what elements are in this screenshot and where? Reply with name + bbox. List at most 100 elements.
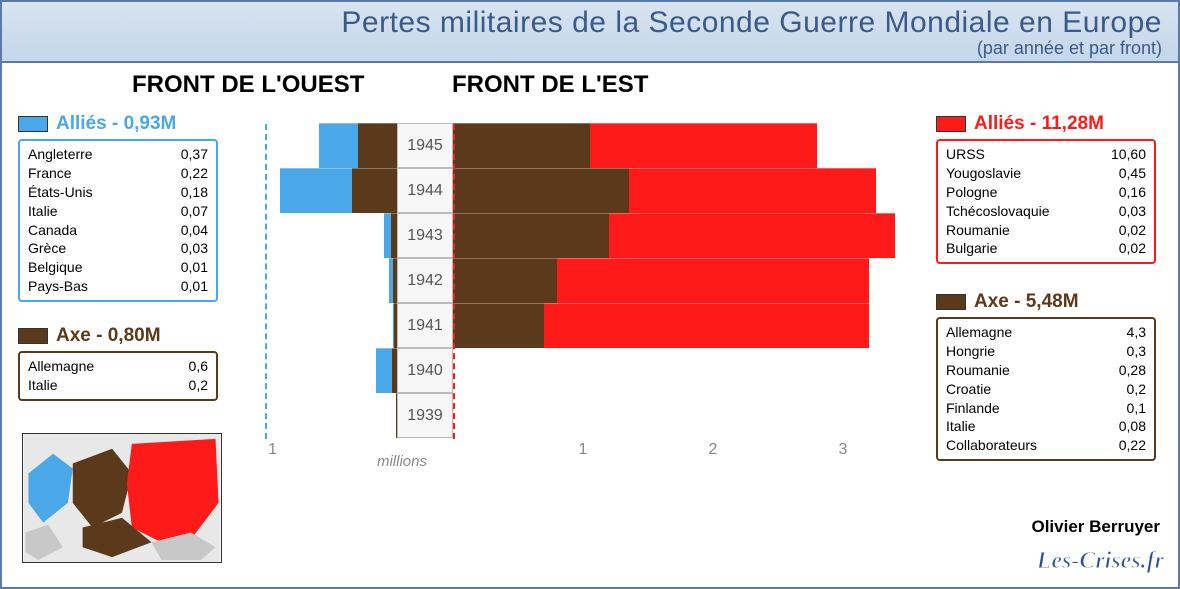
bar-segment-allies: [557, 258, 869, 303]
tick-label-east-2: 2: [709, 441, 718, 459]
legend-east-axis-box: Allemagne4,3Hongrie0,3Roumanie0,28Croati…: [936, 317, 1156, 461]
bar-segment-axis: [453, 303, 544, 348]
legend-entry: États-Unis0,18: [28, 183, 208, 202]
content-area: FRONT DE L'OUEST FRONT DE L'EST Alliés -…: [2, 63, 1178, 583]
legend-entry: Bulgarie0,02: [946, 239, 1146, 258]
legend-east-axis-title-text: Axe - 5,48M: [974, 291, 1079, 313]
legend-entry: Croatie0,2: [946, 380, 1146, 399]
legend-entry: Belgique0,01: [28, 258, 208, 277]
bar-segment-axis: [453, 123, 590, 168]
main-title: Pertes militaires de la Seconde Guerre M…: [18, 6, 1162, 40]
legend-east-axis-title: Axe - 5,48M: [936, 291, 1156, 313]
legend-west-axis: Axe - 0,80M Allemagne0,6Italie0,2: [18, 325, 218, 401]
bar-row: [280, 393, 397, 438]
legend-entry: Pologne0,16: [946, 183, 1146, 202]
bar-row: [453, 303, 895, 348]
legend-east-axis: Axe - 5,48M Allemagne4,3Hongrie0,3Rouman…: [936, 291, 1156, 461]
legend-west-allies-title: Alliés - 0,93M: [18, 113, 218, 135]
bar-row: [280, 348, 397, 393]
swatch-axis-west: [18, 328, 48, 344]
year-label: 1945: [397, 123, 453, 168]
bar-row: [453, 348, 895, 393]
legend-west-allies-title-text: Alliés - 0,93M: [56, 113, 176, 135]
legend-east-allies-box: URSS10,60Yougoslavie0,45Pologne0,16Tchéc…: [936, 139, 1156, 264]
legend-east-allies-title-text: Alliés - 11,28M: [974, 113, 1104, 135]
site-logo: Les-Crises.fr: [1037, 548, 1164, 575]
bar-segment-axis: [393, 258, 397, 303]
bar-row: [453, 213, 895, 258]
legend-entry: Pays-Bas0,01: [28, 277, 208, 296]
bar-row: [280, 303, 397, 348]
bar-segment-allies: [376, 348, 392, 393]
year-label: 1942: [397, 258, 453, 303]
bar-segment-allies: [590, 123, 818, 168]
tick-label-west-1: 1: [268, 441, 277, 459]
legend-west-axis-title-text: Axe - 0,80M: [56, 325, 161, 347]
bars-west: [280, 123, 397, 438]
swatch-allies-east: [936, 116, 966, 132]
legend-entry: Allemagne0,6: [28, 357, 208, 376]
bar-segment-axis: [352, 168, 398, 213]
axis-west: 1 millions: [247, 439, 397, 479]
legend-entry: Italie0,2: [28, 376, 208, 395]
legend-entry: Roumanie0,28: [946, 361, 1146, 380]
bar-segment-axis: [392, 348, 397, 393]
legend-entry: Tchécoslovaquie0,03: [946, 202, 1146, 221]
bar-segment-axis: [453, 168, 629, 213]
bar-segment-allies: [629, 168, 876, 213]
swatch-axis-east: [936, 294, 966, 310]
legend-entry: Italie0,07: [28, 202, 208, 221]
year-label: 1941: [397, 303, 453, 348]
bar-segment-allies: [280, 168, 352, 213]
legend-east-allies: Alliés - 11,28M URSS10,60Yougoslavie0,45…: [936, 113, 1156, 264]
tick-label-east-1: 1: [579, 441, 588, 459]
bar-segment-axis: [391, 213, 398, 258]
legend-entry: URSS10,60: [946, 145, 1146, 164]
axis-unit-label: millions: [377, 453, 427, 470]
bar-segment-allies: [609, 213, 895, 258]
tick-east-0: [453, 124, 455, 439]
author-credit: Olivier Berruyer: [1031, 517, 1160, 537]
header: Pertes militaires de la Seconde Guerre M…: [2, 2, 1178, 63]
tick-west-1: [265, 124, 267, 439]
swatch-allies-west: [18, 116, 48, 132]
legend-entry: Italie0,08: [946, 417, 1146, 436]
year-label: 1943: [397, 213, 453, 258]
bar-row: [280, 168, 397, 213]
legend-west-axis-title: Axe - 0,80M: [18, 325, 218, 347]
diverging-bar-chart: 1945194419431942194119401939 1 millions …: [292, 123, 892, 543]
legend-entry: Hongrie0,3: [946, 342, 1146, 361]
east-front-heading: FRONT DE L'EST: [452, 71, 648, 99]
bar-segment-axis: [358, 123, 397, 168]
legend-entry: Allemagne4,3: [946, 323, 1146, 342]
tick-label-east-3: 3: [839, 441, 848, 459]
legend-entry: Collaborateurs0,22: [946, 436, 1146, 455]
legend-entry: Angleterre0,37: [28, 145, 208, 164]
bar-row: [453, 393, 895, 438]
legend-entry: Canada0,04: [28, 221, 208, 240]
bar-row: [280, 258, 397, 303]
legend-west-allies: Alliés - 0,93M Angleterre0,37France0,22É…: [18, 113, 218, 302]
year-label: 1940: [397, 348, 453, 393]
legend-entry: Finlande0,1: [946, 399, 1146, 418]
axis-east: 1 2 3: [453, 439, 893, 479]
west-front-heading: FRONT DE L'OUEST: [132, 71, 364, 99]
bar-segment-axis: [394, 303, 397, 348]
bar-segment-allies: [319, 123, 358, 168]
legend-entry: France0,22: [28, 164, 208, 183]
year-label: 1939: [397, 393, 453, 438]
bar-row: [453, 123, 895, 168]
legend-entry: Grèce0,03: [28, 239, 208, 258]
bar-segment-allies: [544, 303, 869, 348]
legend-entry: Yougoslavie0,45: [946, 164, 1146, 183]
subtitle: (par année et par front): [18, 38, 1162, 59]
bar-segment-axis: [396, 393, 397, 438]
bars-east: [453, 123, 895, 438]
legend-east-allies-title: Alliés - 11,28M: [936, 113, 1156, 135]
bar-row: [453, 258, 895, 303]
bar-segment-axis: [453, 258, 557, 303]
year-axis: 1945194419431942194119401939: [397, 123, 453, 438]
legend-west-allies-box: Angleterre0,37France0,22États-Unis0,18It…: [18, 139, 218, 302]
europe-map-thumbnail: [22, 433, 222, 563]
bar-row: [453, 168, 895, 213]
